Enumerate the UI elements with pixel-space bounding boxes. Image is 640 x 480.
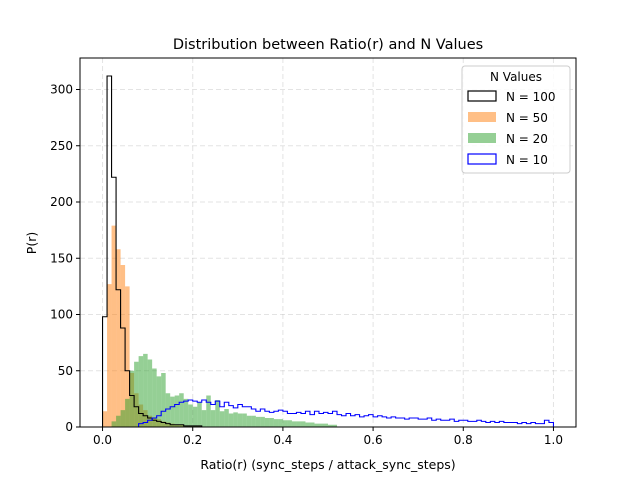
n-20-bar (224, 409, 229, 427)
y-tick-label: 300 (50, 83, 73, 97)
n-20-bar (120, 410, 126, 427)
n-20-bar (260, 416, 265, 427)
legend-frame (461, 65, 571, 174)
n-20-bar (197, 402, 202, 427)
x-tick-label: 1.0 (544, 433, 563, 447)
legend-entry-n-100: N = 100 (467, 90, 556, 104)
chart-title: Distribution between Ratio(r) and N Valu… (173, 37, 483, 53)
n-20-bar (134, 361, 139, 427)
legend-swatch (468, 112, 496, 122)
n-20-bar (179, 393, 184, 427)
x-tick-label: 0.6 (364, 433, 383, 447)
n-50-bar (125, 286, 130, 427)
n-20-bar (282, 420, 288, 427)
n-20-bar (242, 413, 247, 427)
n-20-bar (143, 353, 148, 427)
histogram-bars (102, 225, 338, 427)
n-20-bar (255, 416, 261, 427)
n-20-bar (156, 376, 162, 427)
n-20-bar (291, 421, 297, 427)
n-50-bar (107, 284, 112, 427)
x-tick-label: 0.0 (93, 433, 112, 447)
n-20-bar (305, 422, 310, 427)
n-20-bar (125, 398, 130, 427)
n-20-bar (165, 393, 171, 427)
legend-label: N = 50 (506, 111, 548, 125)
n-20-bar (314, 423, 319, 427)
n-20-bar (309, 422, 315, 427)
n-20-bar (138, 356, 144, 427)
y-tick-label: 0 (65, 420, 73, 434)
n-20-bar (116, 415, 121, 427)
n-20-bar (215, 400, 220, 427)
n-20-bar (251, 415, 256, 427)
n-20-bar (210, 410, 216, 427)
n-20-bar (323, 423, 328, 427)
legend-entry-n-20: N = 20 (468, 132, 548, 146)
x-axis-ticks: 0.0 0.2 0.4 0.6 0.8 1.0 (93, 427, 563, 447)
n-20-bar (273, 419, 279, 427)
n-20-bar (111, 421, 117, 427)
x-tick-label: 0.8 (454, 433, 473, 447)
n-50-bar (102, 411, 108, 427)
legend-label: N = 20 (506, 132, 548, 146)
n-20-bar (228, 413, 234, 427)
n-20-bar (201, 410, 207, 427)
n-50-bar (111, 225, 117, 427)
n-20-bar (174, 395, 180, 427)
legend-swatch (468, 133, 496, 143)
n-20-bar (233, 412, 238, 427)
n-50-bar (116, 249, 121, 427)
legend-entry-n-50: N = 50 (468, 111, 548, 125)
n-20-bar (147, 359, 153, 427)
x-tick-label: 0.4 (273, 433, 292, 447)
legend-title: N Values (490, 70, 542, 84)
n-20-bar (318, 423, 324, 427)
n-20-bar (183, 398, 189, 427)
legend-entry-n-10: N = 10 (467, 153, 548, 167)
legend-swatch (467, 153, 497, 165)
x-tick-label: 0.2 (183, 433, 202, 447)
n-20-bar (269, 418, 274, 427)
legend-swatch (467, 90, 497, 102)
n-50-bar (120, 265, 126, 427)
y-tick-label: 150 (50, 251, 73, 265)
n-20-bar (219, 411, 225, 427)
n-20-bar (129, 370, 135, 427)
n-20-bar (206, 395, 211, 427)
n-20-bar (264, 418, 270, 427)
y-tick-label: 100 (50, 308, 73, 322)
y-tick-label: 200 (50, 195, 73, 209)
x-axis-label: Ratio(r) (sync_steps / attack_sync_steps… (200, 457, 455, 472)
y-tick-label: 50 (58, 364, 73, 378)
n-100-step-line (101, 75, 203, 427)
legend-label: N = 10 (506, 153, 548, 167)
plot-area-frame (79, 57, 577, 428)
n-20-bar (152, 368, 157, 427)
n-20-bar (188, 404, 193, 427)
n-20-bar (287, 420, 292, 427)
n-20-bar (161, 373, 166, 427)
n-20-bar (278, 419, 283, 427)
n-20-bar (300, 421, 306, 427)
n-20-bar (237, 413, 243, 427)
n-20-bar (332, 424, 338, 427)
n-20-bar (170, 396, 175, 427)
legend-label: N = 100 (506, 90, 556, 104)
n-20-bar (192, 406, 198, 427)
histogram-steps (101, 75, 555, 428)
y-axis-label: P(r) (24, 232, 39, 254)
n-20-bar (328, 424, 333, 427)
legend: N Values N = 100 N = 50 N = 20 N = 10 (461, 65, 571, 174)
n-20-bar (246, 415, 252, 427)
legend-entries: N = 100 N = 50 N = 20 N = 10 (467, 90, 556, 167)
n-20-bar (296, 421, 301, 427)
n-10-step-line (102, 399, 555, 428)
y-tick-label: 250 (50, 139, 73, 153)
y-axis-ticks: 0 50 100 150 200 250 300 (50, 83, 80, 434)
